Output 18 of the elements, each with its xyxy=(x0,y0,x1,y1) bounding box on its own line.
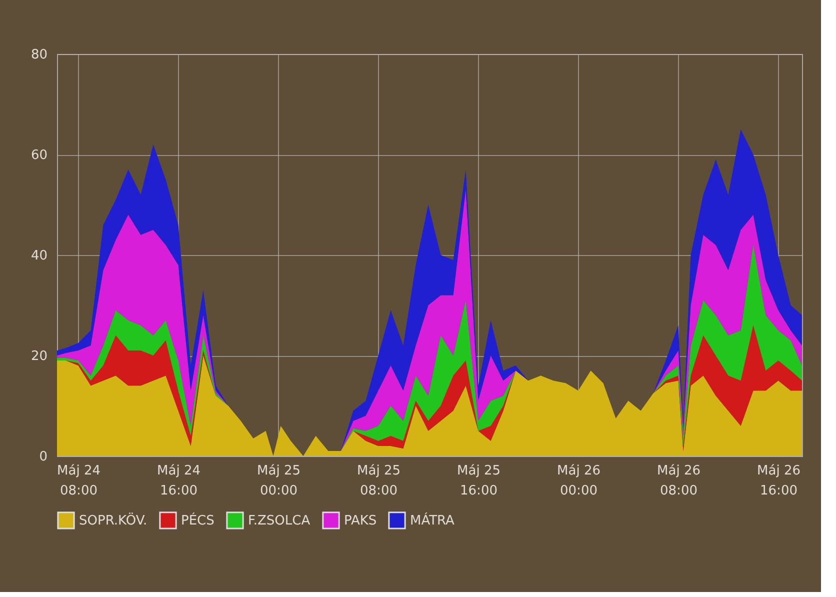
x-tick-label: Máj 24 16:00 xyxy=(157,464,200,498)
y-tick-label: 20 xyxy=(30,349,48,364)
legend-label: PÉCS xyxy=(181,511,214,528)
y-tick-label: 80 xyxy=(30,48,48,62)
x-tick-label: Máj 24 08:00 xyxy=(57,464,100,498)
x-tick-label: Máj 25 00:00 xyxy=(257,464,300,498)
legend-label: MÁTRA xyxy=(410,511,455,528)
y-tick-label: 60 xyxy=(30,148,48,163)
x-tick-label: Máj 25 08:00 xyxy=(357,464,400,498)
legend-label: PAKS xyxy=(344,513,377,528)
y-tick-label: 40 xyxy=(30,248,48,264)
y-tick-label: 0 xyxy=(39,450,48,464)
x-tick-label: Máj 26 00:00 xyxy=(557,464,600,498)
legend-label: F.ZSOLCA xyxy=(248,513,310,528)
x-tick-label: Máj 26 16:00 xyxy=(757,464,800,498)
x-tick-label: Máj 26 08:00 xyxy=(657,464,700,498)
legend-label: SOPR.KÖV. xyxy=(79,512,148,528)
x-tick-label: Máj 25 16:00 xyxy=(457,464,500,498)
